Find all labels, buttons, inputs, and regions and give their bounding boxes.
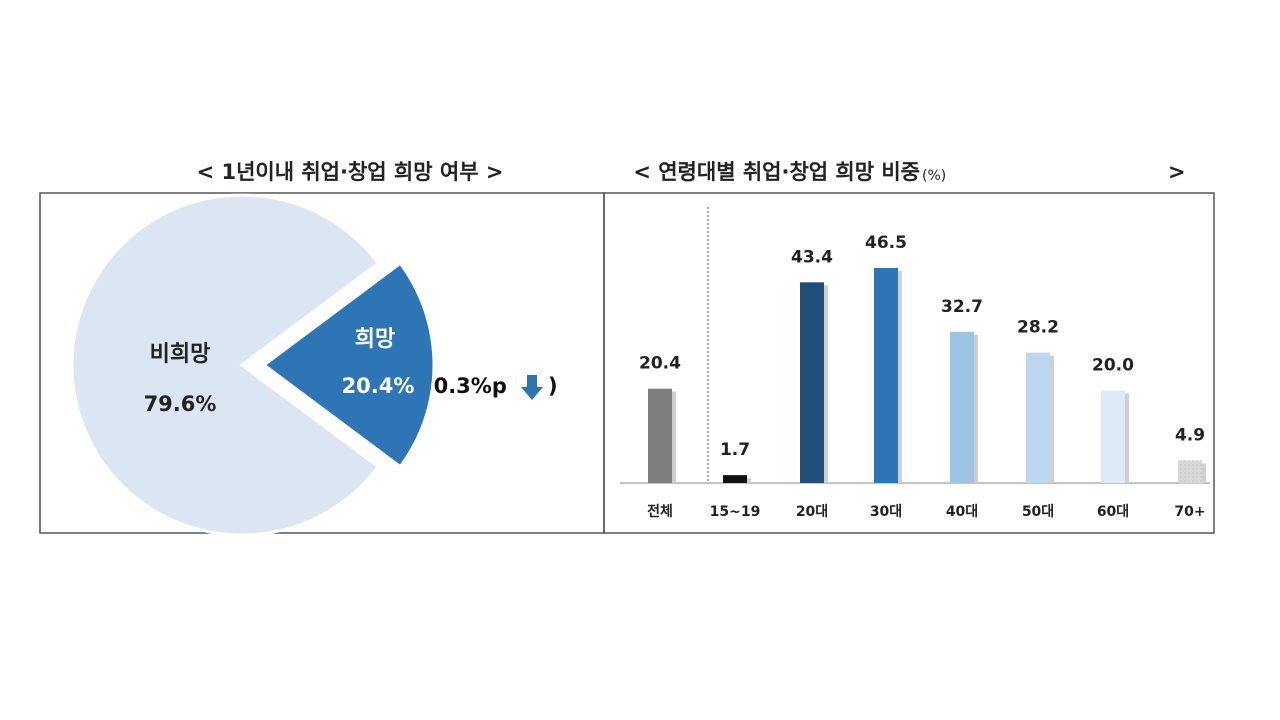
x-tick-label: 전체 xyxy=(647,503,673,520)
pie-slice xyxy=(261,261,436,469)
value-label: 43.4 xyxy=(791,247,833,267)
bar-unit: (%) xyxy=(922,168,946,184)
slice-label: 비희망 xyxy=(150,342,211,367)
bar xyxy=(1101,390,1125,483)
value-label: 79.6% xyxy=(144,392,217,416)
bar xyxy=(648,388,672,483)
bar xyxy=(800,282,824,483)
annotation: (0.3%p xyxy=(424,374,507,398)
value-label: 20.4% xyxy=(342,374,415,398)
value-label: 32.7 xyxy=(941,297,983,317)
slice-label: 희망 xyxy=(355,327,395,352)
value-label: 46.5 xyxy=(865,233,907,253)
value-label: 4.9 xyxy=(1175,425,1205,445)
pie-title: < 1년이내 취업·창업 희망 여부 > xyxy=(197,160,504,184)
value-label: 20.4 xyxy=(639,354,681,374)
x-tick-label: 40대 xyxy=(946,504,978,520)
x-tick-label: 60대 xyxy=(1097,504,1129,520)
value-label: 28.2 xyxy=(1017,318,1059,338)
bar-title: < 연령대별 취업·창업 희망 비중 xyxy=(633,160,920,184)
bar xyxy=(950,331,974,483)
value-label: 20.0 xyxy=(1092,356,1134,376)
x-tick-label: 50대 xyxy=(1022,504,1054,520)
annotation-close: ) xyxy=(548,374,558,398)
bar-title-close: > xyxy=(1168,160,1186,184)
value-label: 1.7 xyxy=(720,440,750,460)
down-arrow xyxy=(521,375,543,400)
bar xyxy=(723,475,747,483)
bar xyxy=(874,268,898,483)
x-tick-label: 70+ xyxy=(1174,504,1205,520)
right-panel xyxy=(603,192,1215,534)
bar xyxy=(1178,460,1202,483)
x-tick-label: 15~19 xyxy=(710,504,761,520)
pie-slice xyxy=(70,193,381,537)
x-tick-label: 20대 xyxy=(796,504,828,520)
bar xyxy=(1026,352,1050,483)
x-tick-label: 30대 xyxy=(870,504,902,520)
